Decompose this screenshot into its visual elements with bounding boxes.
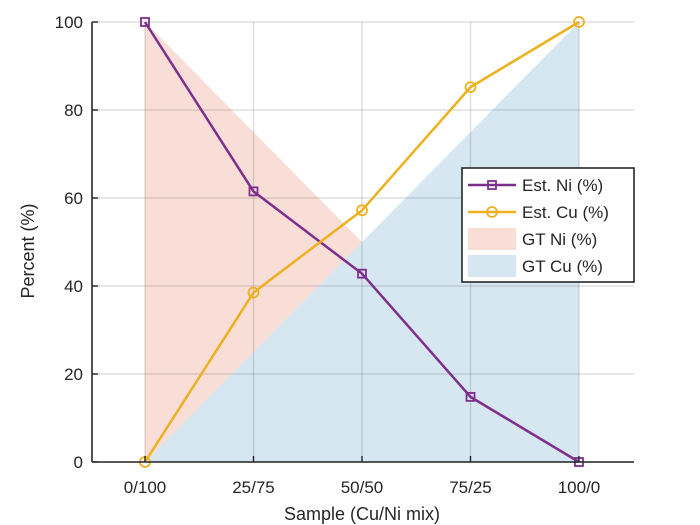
- marker-est-cu-1: [247, 286, 260, 299]
- x-tick-label-3: 75/25: [449, 478, 492, 497]
- x-tick-label-2: 50/50: [341, 478, 384, 497]
- marker-est-ni-2: [357, 268, 367, 279]
- legend-swatch-gt-ni: [468, 228, 516, 250]
- legend-label-est-cu: Est. Cu (%): [522, 203, 609, 222]
- marker-est-ni-3: [465, 391, 476, 402]
- line-est-cu: [143, 20, 580, 463]
- axes: [91, 21, 634, 463]
- y-tick-label-0: 0: [74, 453, 83, 472]
- marker-est-ni-1: [248, 186, 259, 197]
- legend-marker-est-ni: [487, 180, 497, 190]
- legend-swatch-gt-cu: [468, 255, 516, 277]
- legend-label-gt-ni: GT Ni (%): [522, 230, 597, 249]
- y-tick-label-60: 60: [64, 189, 83, 208]
- legend-label-gt-cu: GT Cu (%): [522, 257, 603, 276]
- series-lines: [139, 16, 585, 468]
- y-tick-label-20: 20: [64, 365, 83, 384]
- legend-label-est-ni: Est. Ni (%): [522, 176, 603, 195]
- y-tick-label-80: 80: [64, 101, 83, 120]
- area-gt-cu: [145, 22, 579, 462]
- legend-marker-est-cu: [486, 206, 498, 218]
- y-axis-title: Percent (%): [18, 203, 38, 298]
- y-tick-label-100: 100: [55, 13, 83, 32]
- marker-est-cu-3: [464, 81, 477, 94]
- marker-est-ni-0: [140, 17, 150, 27]
- line-est-ni: [143, 21, 580, 464]
- x-tick-label-1: 25/75: [232, 478, 275, 497]
- x-tick-label-4: 100/0: [558, 478, 601, 497]
- legend: Est. Ni (%) Est. Cu (%) GT Ni (%) GT Cu (%): [461, 167, 635, 283]
- tick-labels: 0 20 40 60 80 100 0/100 25/75 50/50 75/25 100/0: [55, 13, 601, 497]
- y-tick-label-40: 40: [64, 277, 83, 296]
- marker-est-cu-2: [356, 204, 368, 217]
- x-axis-title: Sample (Cu/Ni mix): [284, 504, 440, 524]
- gt-areas: [145, 22, 579, 462]
- x-tick-label-0: 0/100: [124, 478, 167, 497]
- grid: [92, 21, 634, 463]
- marker-est-cu-4: [573, 16, 585, 28]
